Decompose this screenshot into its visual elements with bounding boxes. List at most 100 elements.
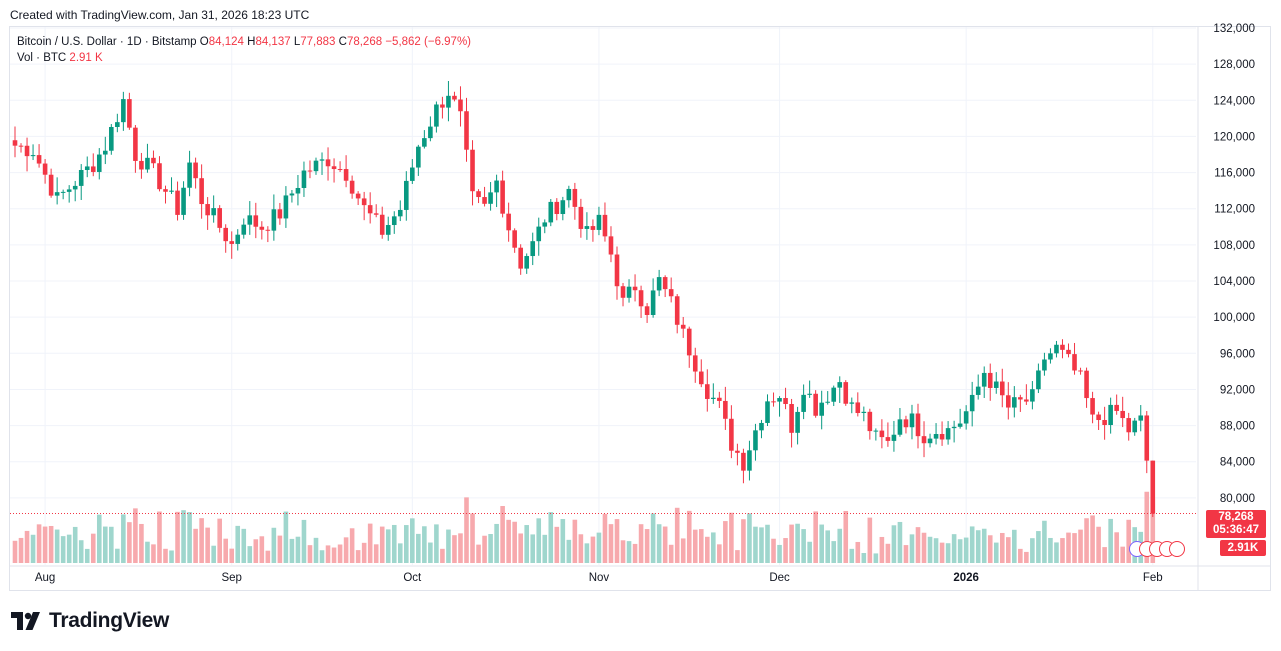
volume-bar [84,548,90,563]
volume-bar [30,534,36,563]
candle-body [674,296,680,325]
volume-bar [957,539,963,563]
volume-bar [861,553,867,563]
volume-bar [265,550,271,563]
candle-body [169,190,174,192]
candle-body [662,277,668,290]
volume-bar [440,548,445,563]
candle-body [66,189,72,192]
candle-body [987,372,993,388]
candle-body [90,166,96,172]
volume-bar [1120,546,1125,563]
us-flag-icon[interactable] [1169,541,1185,557]
volume-bar [969,526,975,563]
volume-bar [1090,515,1095,563]
candle-body [1138,415,1144,421]
candle-body [1126,418,1131,433]
candle-body [265,229,271,231]
candle-body [410,167,415,181]
tradingview-logo[interactable]: TradingView [11,608,169,634]
volume-bar [512,521,517,563]
chart-frame[interactable] [9,26,1271,591]
candle-body [133,127,138,161]
y-tick-label: 84,000 [1220,457,1255,469]
candle-body [187,162,192,188]
volume-bar [54,529,60,563]
candle-body [957,423,963,427]
candle-body [638,290,644,307]
volume-bar [1006,537,1011,563]
candle-body [416,146,421,168]
volume-label[interactable]: Vol · BTC [17,52,67,64]
volume-bar [608,524,614,563]
volume-bar [157,511,162,563]
volume-bar [175,511,180,563]
volume-bar [482,535,487,563]
volume-bar [717,544,722,563]
candle-body [759,422,764,431]
candle-body [771,401,776,403]
candle-body [42,163,48,175]
volume-bar [428,542,433,563]
volume-bar [614,519,620,563]
candle-body [518,247,523,269]
volume-bar [18,537,24,563]
candle-body [951,426,957,429]
candle-body [434,104,439,127]
candle-body [343,169,349,181]
volume-bar [217,518,222,563]
candle-body [1078,370,1083,372]
candle-body [566,188,572,201]
volume-bar [283,511,289,563]
close-label: C [338,36,347,48]
volume-bar [560,519,566,563]
volume-bar [975,530,981,563]
last-price-badge: 78,268 05:36:47 [1206,510,1266,538]
volume-bar [705,536,710,563]
volume-bar [367,523,373,563]
volume-bar [698,529,704,563]
x-tick-label: Oct [403,572,422,584]
volume-bar [789,524,794,563]
candle-body [897,419,903,435]
volume-bar [1150,498,1156,563]
created-with-caption: Created with TradingView.com, Jan 31, 20… [10,8,310,22]
volume-bar [530,534,536,563]
open-label: O [199,36,209,48]
candle-body [1066,349,1071,355]
volume-bar [494,523,499,563]
candle-body [78,170,84,186]
candle-body [289,193,295,196]
event-markers[interactable] [1129,541,1189,559]
candle-body [313,160,319,172]
volume-bar [379,526,385,563]
candle-body [999,381,1005,396]
candle-body [121,99,126,123]
candle-body [1060,344,1065,350]
y-tick-label: 96,000 [1220,348,1255,360]
volume-bar [90,533,96,563]
candle-body [560,200,566,215]
volume-bar [434,524,439,563]
volume-bar [103,526,108,563]
low-label: L [293,36,301,48]
volume-bar [253,539,259,563]
y-tick-label: 132,000 [1213,23,1255,35]
volume-bar [247,546,253,563]
volume-bar [169,550,174,563]
candle-body [193,162,198,179]
volume-bar [235,525,241,563]
candle-body [36,155,42,164]
symbol-title[interactable]: Bitcoin / U.S. Dollar · 1D · Bitstamp [17,36,197,48]
volume-bar [127,522,132,563]
volume-bar [843,510,849,563]
candle-body [807,393,812,395]
volume-bar [1096,526,1101,563]
volume-bar [777,544,782,563]
volume-bar [36,524,42,563]
candle-body [157,163,162,190]
candle-body [572,188,578,207]
candle-body [1090,398,1095,415]
candle-body [1024,399,1029,402]
